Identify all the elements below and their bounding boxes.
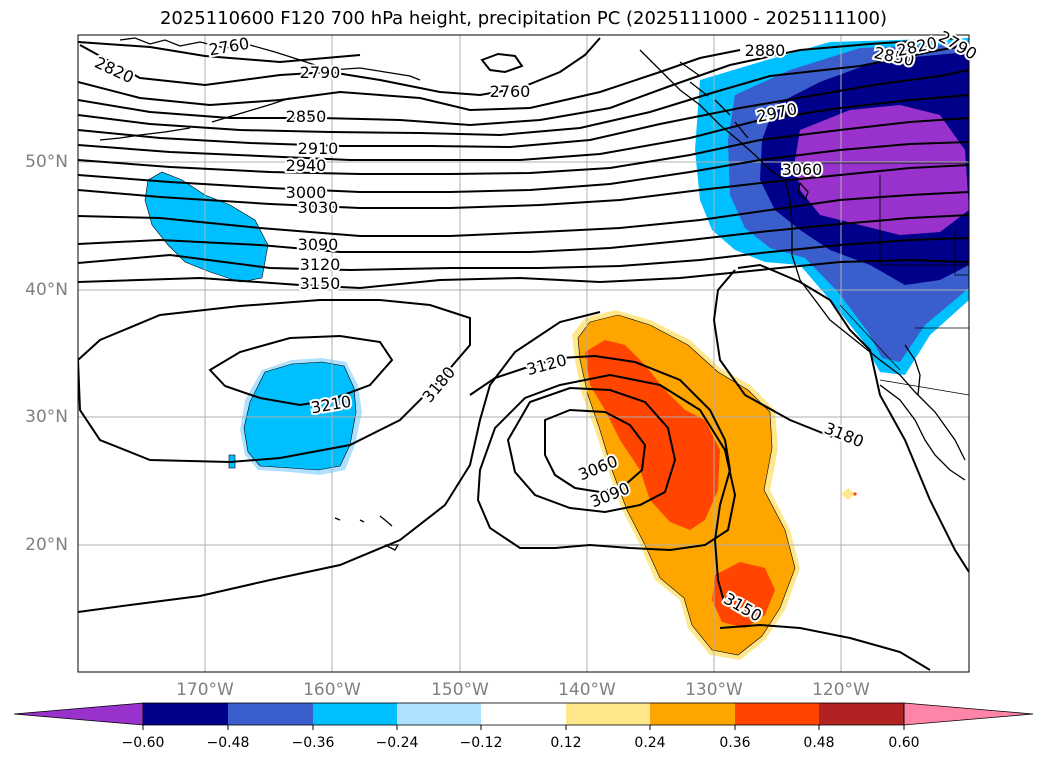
contour-label: 2760 — [490, 82, 531, 101]
colorbar-bin-4 — [397, 703, 481, 725]
colorbar-bin-2 — [228, 703, 313, 725]
contour-label: 2880 — [745, 41, 786, 60]
contour-label: 3180 — [822, 418, 867, 451]
contour-label: 3120 — [300, 255, 341, 274]
positive-anomaly-band — [572, 310, 857, 660]
contour-label: 2760 — [207, 34, 250, 60]
map-title: 2025110600 F120 700 hPa height, precipit… — [159, 8, 888, 29]
negative-anomaly-north-pacific — [144, 171, 269, 283]
lat-label-20n: 20°N — [25, 535, 68, 555]
colorbar-bin-5 — [481, 703, 566, 725]
colorbar-tick-label: 0.12 — [550, 735, 582, 751]
contour-label: 2940 — [286, 156, 327, 175]
colorbar-tick-label: −0.36 — [291, 735, 335, 751]
colorbar-bin-9 — [819, 703, 904, 725]
height-contours — [78, 37, 969, 671]
contour-label: 2790 — [300, 63, 341, 82]
colorbar-tick-label: −0.48 — [206, 735, 250, 751]
colorbar-tick-label: −0.12 — [459, 735, 503, 751]
contour-label: 3150 — [300, 274, 341, 293]
contour-label: 2910 — [298, 139, 339, 158]
contour-label: 3000 — [286, 183, 327, 202]
contour-label: 3060 — [782, 160, 823, 179]
colorbar-tick-label: 0.36 — [719, 735, 751, 751]
contour-label: 3090 — [298, 235, 339, 254]
colorbar-tick-label: 0.24 — [634, 735, 666, 751]
lon-label-170w: 170°W — [176, 680, 234, 700]
colorbar-bin-7 — [650, 703, 735, 725]
lon-label-140w: 140°W — [558, 680, 616, 700]
contour-label: 3180 — [418, 363, 459, 406]
contour-label: 3150 — [720, 589, 765, 626]
lon-label-120w: 120°W — [812, 680, 870, 700]
contour-label: 2850 — [286, 107, 327, 126]
colorbar-bin-3 — [313, 703, 397, 725]
contour-label: 3030 — [298, 198, 339, 217]
colorbar-bin-1 — [143, 703, 228, 725]
colorbar-bin-6 — [566, 703, 650, 725]
colorbar-bin-8 — [735, 703, 819, 725]
colorbar-tick-label: 0.60 — [888, 735, 920, 751]
lon-label-150w: 150°W — [431, 680, 489, 700]
colorbar-tick-label: −0.24 — [375, 735, 419, 751]
lat-label-50n: 50°N — [25, 152, 68, 172]
political-borders — [785, 162, 969, 396]
contour-label: 3060 — [576, 451, 621, 484]
contour-label: 3120 — [524, 350, 568, 379]
contour-label: 3210 — [309, 392, 352, 418]
colorbar — [13, 702, 1034, 730]
lon-label-130w: 130°W — [685, 680, 743, 700]
contour-label: 2970 — [755, 99, 799, 126]
lat-label-30n: 30°N — [25, 407, 68, 427]
lat-label-40n: 40°N — [25, 280, 68, 300]
lon-label-160w: 160°W — [303, 680, 361, 700]
colorbar-tick-label: 0.48 — [803, 735, 835, 751]
colorbar-tick-label: −0.60 — [121, 735, 165, 751]
contour-label: 3090 — [588, 478, 633, 511]
contour-label: 2790 — [935, 27, 980, 64]
contour-label: 2820 — [92, 53, 137, 87]
contour-label: 2820 — [895, 33, 939, 60]
